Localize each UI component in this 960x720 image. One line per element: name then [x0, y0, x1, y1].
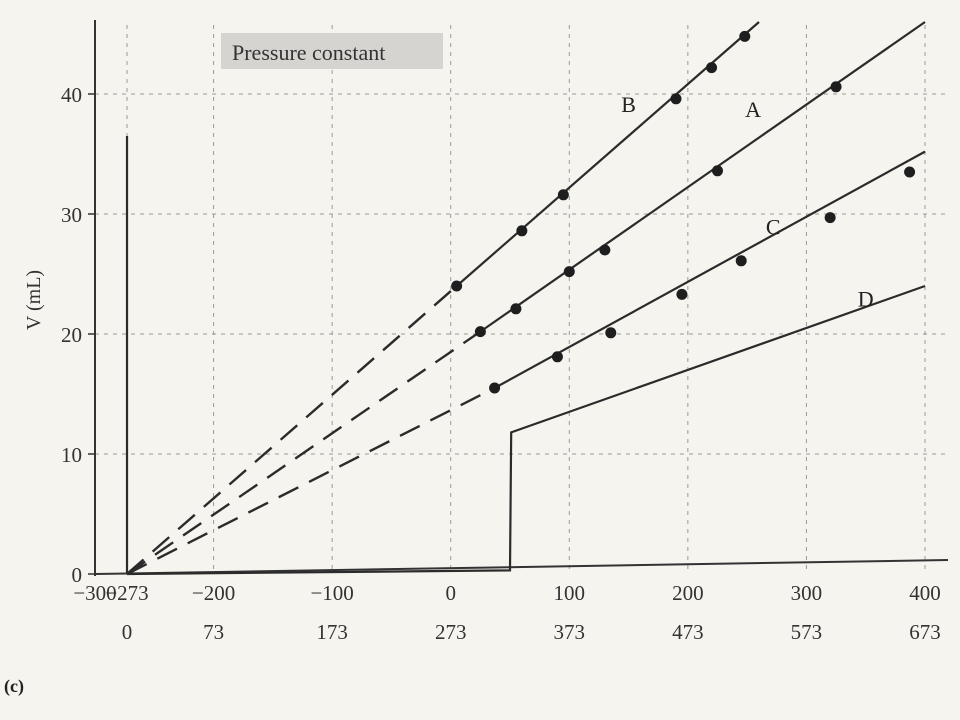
- y-axis-title: V (mL): [23, 270, 45, 330]
- series-a-line: [479, 21, 926, 333]
- series-d-line: [127, 284, 926, 576]
- grid-lines: [95, 25, 948, 572]
- x-tick-label-celsius: 200: [672, 581, 704, 605]
- series-d-label: D: [858, 286, 874, 311]
- data-points: [451, 30, 916, 394]
- x-tick-label-celsius: −273: [105, 581, 148, 605]
- x-tick-label-celsius: 0: [445, 581, 456, 605]
- data-series: [125, 21, 926, 576]
- series-b-label: B: [621, 92, 636, 117]
- series-c-point: [489, 382, 501, 394]
- series-b-extrapolated-line: [126, 285, 458, 575]
- x-tick-label-kelvin: 373: [554, 620, 586, 644]
- series-a-point: [712, 165, 723, 177]
- y-tick-label: 0: [72, 563, 83, 587]
- x-tick-label-kelvin: 273: [435, 620, 467, 644]
- series-a-point: [474, 326, 486, 338]
- series-c-line: [494, 150, 926, 389]
- series-c-label: C: [766, 214, 781, 239]
- series-b-point: [706, 62, 718, 74]
- chart-title-text: Pressure constant: [232, 40, 385, 65]
- x-tick-label-celsius: 400: [909, 581, 941, 605]
- x-tick-label-celsius: −300: [73, 581, 116, 605]
- x-tick-label-celsius: −200: [192, 581, 235, 605]
- y-tick-label: 10: [61, 443, 82, 467]
- x-axis-line: [94, 559, 949, 575]
- chart-title-box: [221, 33, 443, 69]
- x-tick-label-kelvin: 473: [672, 620, 704, 644]
- series-a-point: [830, 81, 842, 93]
- series-b-point: [516, 225, 528, 237]
- series-b-point: [739, 30, 751, 42]
- series-c-point: [735, 255, 747, 267]
- axes: [94, 20, 949, 576]
- series-b-point: [451, 280, 463, 292]
- x-tick-label-kelvin: 73: [203, 620, 224, 644]
- series-c-point: [904, 166, 916, 178]
- x-tick-label-celsius: −100: [310, 581, 353, 605]
- series-c-point: [824, 212, 836, 224]
- series-b-point: [557, 189, 569, 201]
- series-a-label: A: [745, 97, 761, 122]
- x-tick-label-kelvin: 573: [791, 620, 823, 644]
- y-tick-label: 30: [61, 203, 82, 227]
- series-c-point: [551, 351, 563, 363]
- series-a-point: [563, 266, 575, 278]
- series-b-point: [670, 93, 682, 105]
- x-tick-label-kelvin: 173: [316, 620, 348, 644]
- series-labels: B A C D: [621, 92, 873, 311]
- x-tick-label-kelvin: 0: [122, 620, 133, 644]
- series-c-extrapolated-line: [126, 386, 496, 576]
- series-c-point: [676, 288, 688, 300]
- series-a-point: [510, 303, 522, 315]
- series-c-point: [605, 327, 617, 339]
- chart-title: Pressure constant: [221, 33, 443, 69]
- x-tick-label-celsius: 300: [791, 581, 823, 605]
- x-tick-label-celsius: 100: [554, 581, 586, 605]
- y-tick-label: 20: [61, 323, 82, 347]
- y-tick-label: 40: [61, 83, 82, 107]
- series-a-extrapolated-line: [126, 330, 482, 575]
- panel-label: (c): [4, 676, 24, 697]
- series-a-point: [599, 244, 611, 256]
- x-tick-label-kelvin: 673: [909, 620, 941, 644]
- tick-labels: 0 10 20 30 40 −300−273 −200 −100 0 100 200 300 400 0 7…: [61, 83, 941, 644]
